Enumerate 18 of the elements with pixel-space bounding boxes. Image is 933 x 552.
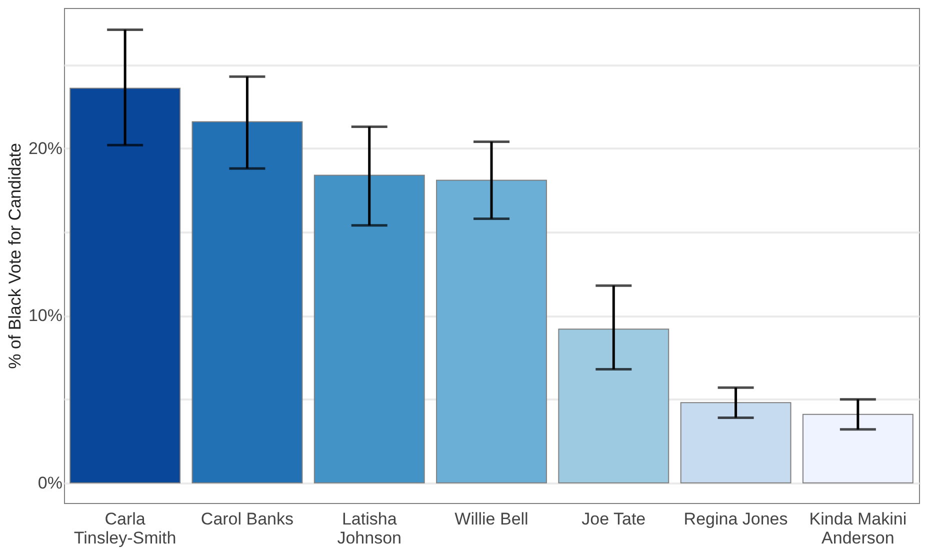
bar <box>802 414 914 484</box>
x-tick-label: Joe Tate <box>582 510 646 528</box>
y-axis-title: % of Black Vote for Candidate <box>5 143 24 369</box>
x-tick-label: Willie Bell <box>454 510 528 528</box>
x-tick-label: Carol Banks <box>200 510 294 528</box>
bar <box>192 121 303 484</box>
y-tick-label: 20% <box>28 138 62 158</box>
bar <box>436 180 547 484</box>
bar <box>558 328 670 484</box>
bar <box>70 88 181 484</box>
x-tick-label: Latisha Johnson <box>337 510 402 548</box>
bar <box>314 174 425 484</box>
x-tick-label: Carla Tinsley-Smith <box>74 510 176 548</box>
y-tick-label: 10% <box>28 306 62 326</box>
y-tick-label: 0% <box>38 473 62 492</box>
bar <box>680 402 792 484</box>
x-tick-label: Regina Jones <box>684 510 788 528</box>
x-tick-label: Kinda Makini Anderson <box>809 510 907 548</box>
